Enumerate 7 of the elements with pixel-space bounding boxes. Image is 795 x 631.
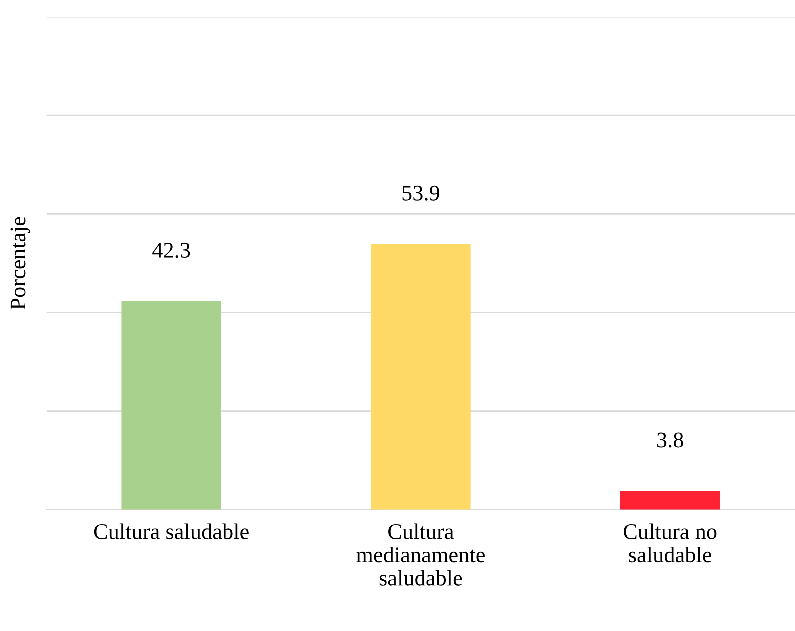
x-tick-label: Cultura medianamente saludable xyxy=(356,524,485,586)
x-tick-label: Cultura no saludable xyxy=(624,524,717,563)
data-label: 3.8 xyxy=(657,432,684,448)
x-tick-label: Cultura saludable xyxy=(94,524,249,540)
data-label: 42.3 xyxy=(152,243,190,258)
y-axis-title: Porcentaje xyxy=(10,217,30,310)
data-label: 53.9 xyxy=(402,186,440,201)
